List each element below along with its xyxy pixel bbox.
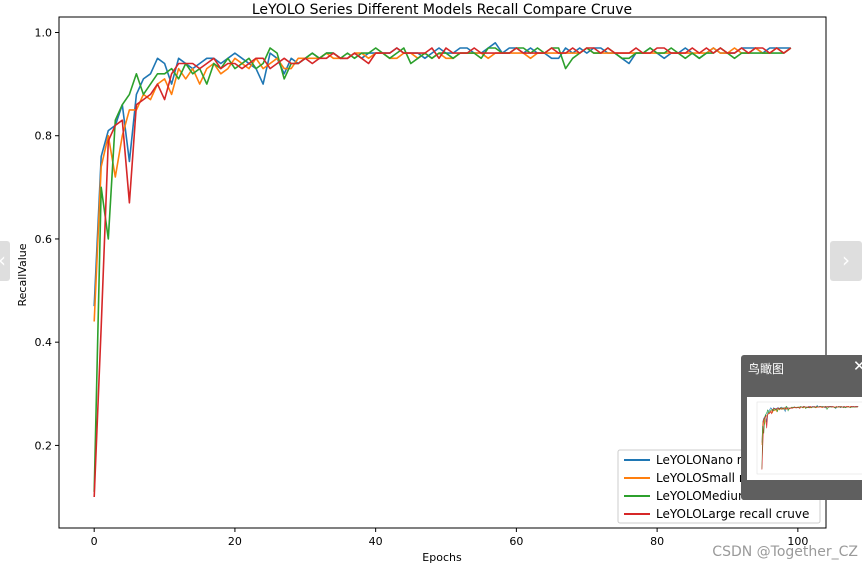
x-tick-label: 60 xyxy=(509,535,523,548)
x-axis-label: Epochs xyxy=(422,551,462,564)
x-tick-label: 0 xyxy=(91,535,98,548)
y-tick-label: 0.2 xyxy=(35,439,53,452)
chart-title: LeYOLO Series Different Models Recall Co… xyxy=(252,2,632,18)
plot-area xyxy=(58,16,827,529)
series-line-3 xyxy=(93,47,792,492)
x-tick-label: 40 xyxy=(369,535,383,548)
next-image-button[interactable]: › xyxy=(830,241,862,281)
legend-label: LeYOLOLarge recall cruve xyxy=(656,507,809,521)
y-tick-label: 0.6 xyxy=(35,233,53,246)
series-line-2 xyxy=(93,47,792,322)
y-tick-label: 1.0 xyxy=(35,26,53,39)
x-tick-label: 20 xyxy=(228,535,242,548)
thumbnail-series-line xyxy=(761,405,859,469)
x-tick-label: 100 xyxy=(787,535,808,548)
y-tick-label: 0.4 xyxy=(35,336,53,349)
axes-layer: 0 20 40 60 80 100 0.2 0.4 0.6 0.8 1.0 xyxy=(35,26,809,548)
overview-title: 鸟瞰图 xyxy=(748,362,785,376)
y-tick-label: 0.8 xyxy=(35,130,53,143)
watermark: CSDN @Together_CZ xyxy=(712,544,858,560)
series-layer xyxy=(93,41,792,498)
series-line-4 xyxy=(93,47,792,498)
previous-image-button[interactable]: ‹ xyxy=(0,241,10,281)
overview-panel: 鸟瞰图 ✕ xyxy=(741,355,862,500)
y-axis-label: RecallValue xyxy=(16,243,29,306)
x-tick-label: 80 xyxy=(650,535,664,548)
overview-thumbnail-chart xyxy=(756,401,862,475)
thumbnail-series-line xyxy=(761,405,859,470)
close-icon[interactable]: ✕ xyxy=(853,357,862,375)
thumbnail-series-line xyxy=(761,406,859,445)
overview-thumbnail[interactable] xyxy=(747,397,862,480)
